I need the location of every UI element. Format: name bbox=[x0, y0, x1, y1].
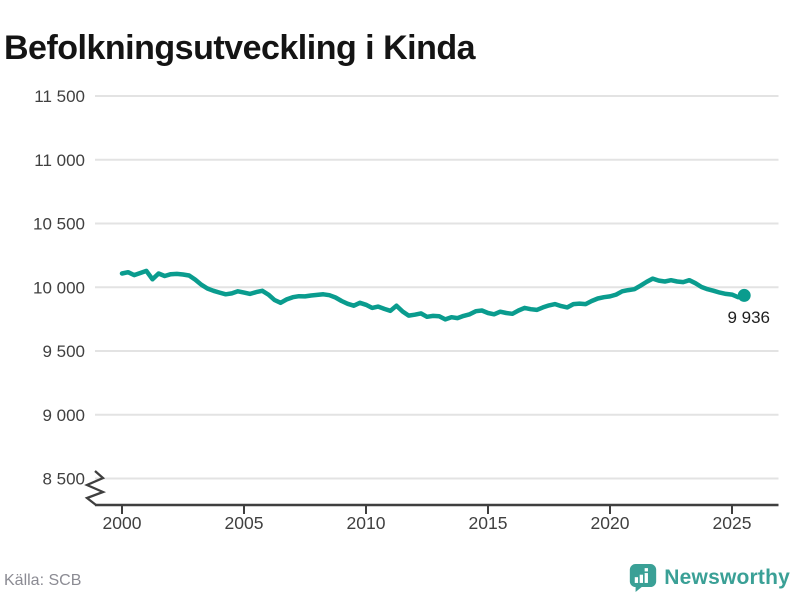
logo-bubble-tail bbox=[635, 584, 645, 592]
x-tick-label: 2010 bbox=[347, 513, 386, 533]
logo-exclamation-stem bbox=[644, 573, 649, 583]
y-tick-label: 10 500 bbox=[33, 215, 85, 234]
y-tick-label: 11 000 bbox=[34, 151, 85, 170]
y-tick-label: 9 000 bbox=[42, 406, 85, 425]
brand-logo: Newsworthy bbox=[629, 563, 790, 593]
population-line bbox=[119, 268, 747, 322]
chart-title: Befolkningsutveckling i Kinda bbox=[4, 28, 476, 67]
y-tick-label: 11 500 bbox=[34, 87, 85, 106]
x-tick-label: 2005 bbox=[225, 513, 264, 533]
y-tick-label: 8 500 bbox=[42, 470, 85, 489]
newsworthy-logo-icon bbox=[630, 564, 657, 592]
logo-bar-short bbox=[635, 577, 639, 583]
x-tick-label: 2015 bbox=[469, 513, 508, 533]
axis-break-icon bbox=[84, 470, 107, 506]
last-value-label: 9 936 bbox=[727, 308, 770, 327]
last-point-marker bbox=[737, 288, 751, 302]
x-tick-label: 2025 bbox=[713, 513, 752, 533]
logo-bar-tall bbox=[640, 574, 644, 583]
x-tick-label: 2020 bbox=[591, 513, 630, 533]
x-tick-label: 2000 bbox=[103, 513, 142, 533]
y-tick-label: 10 000 bbox=[33, 278, 85, 297]
source-label: Källa: SCB bbox=[4, 572, 82, 589]
y-tick-label: 9 500 bbox=[42, 342, 85, 361]
brand-name: Newsworthy bbox=[664, 566, 790, 589]
logo-exclamation-dot bbox=[644, 568, 649, 572]
